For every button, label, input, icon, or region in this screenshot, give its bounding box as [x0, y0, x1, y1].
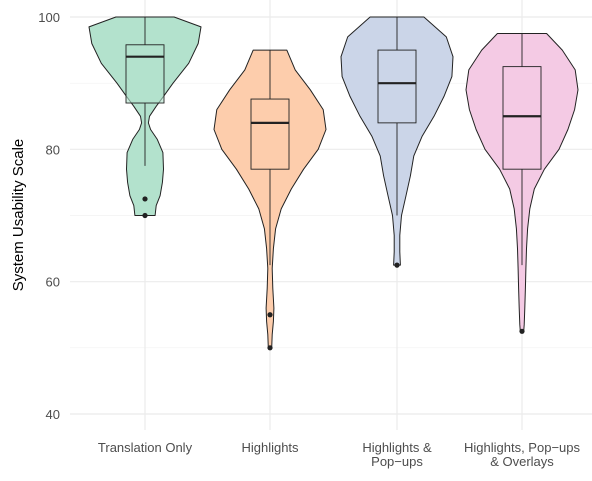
- outlier-point: [142, 196, 148, 202]
- x-tick-label: Translation Only: [98, 440, 193, 455]
- violin-group-3: [340, 16, 454, 268]
- outlier-point: [267, 345, 273, 351]
- outlier-point: [142, 212, 148, 219]
- iqr-box: [377, 49, 417, 124]
- iqr-box: [502, 66, 542, 170]
- iqr-box: [250, 98, 290, 170]
- x-tick-label: Highlights &: [362, 440, 432, 455]
- axes: 40 60 80 100 Translation Only Highlights Highl…: [38, 10, 580, 469]
- x-tick-label: Highlights: [241, 440, 299, 455]
- violin-group-4: [465, 33, 579, 334]
- violin-group-1: [88, 16, 202, 219]
- x-tick-label: & Overlays: [490, 454, 554, 469]
- y-tick-label: 60: [46, 275, 60, 290]
- y-axis-label: System Usability Scale: [10, 139, 27, 292]
- iqr-box: [125, 44, 165, 104]
- x-tick-label: Pop−ups: [371, 454, 423, 469]
- y-tick-label: 100: [38, 10, 60, 25]
- outlier-point: [267, 312, 273, 318]
- x-tick-label: Highlights, Pop−ups: [464, 440, 580, 455]
- violin-group-2: [213, 49, 327, 351]
- outlier-point: [519, 328, 525, 334]
- outlier-point: [394, 262, 400, 268]
- y-tick-label: 80: [46, 142, 60, 157]
- violins: [88, 16, 579, 351]
- y-tick-label: 40: [46, 407, 60, 422]
